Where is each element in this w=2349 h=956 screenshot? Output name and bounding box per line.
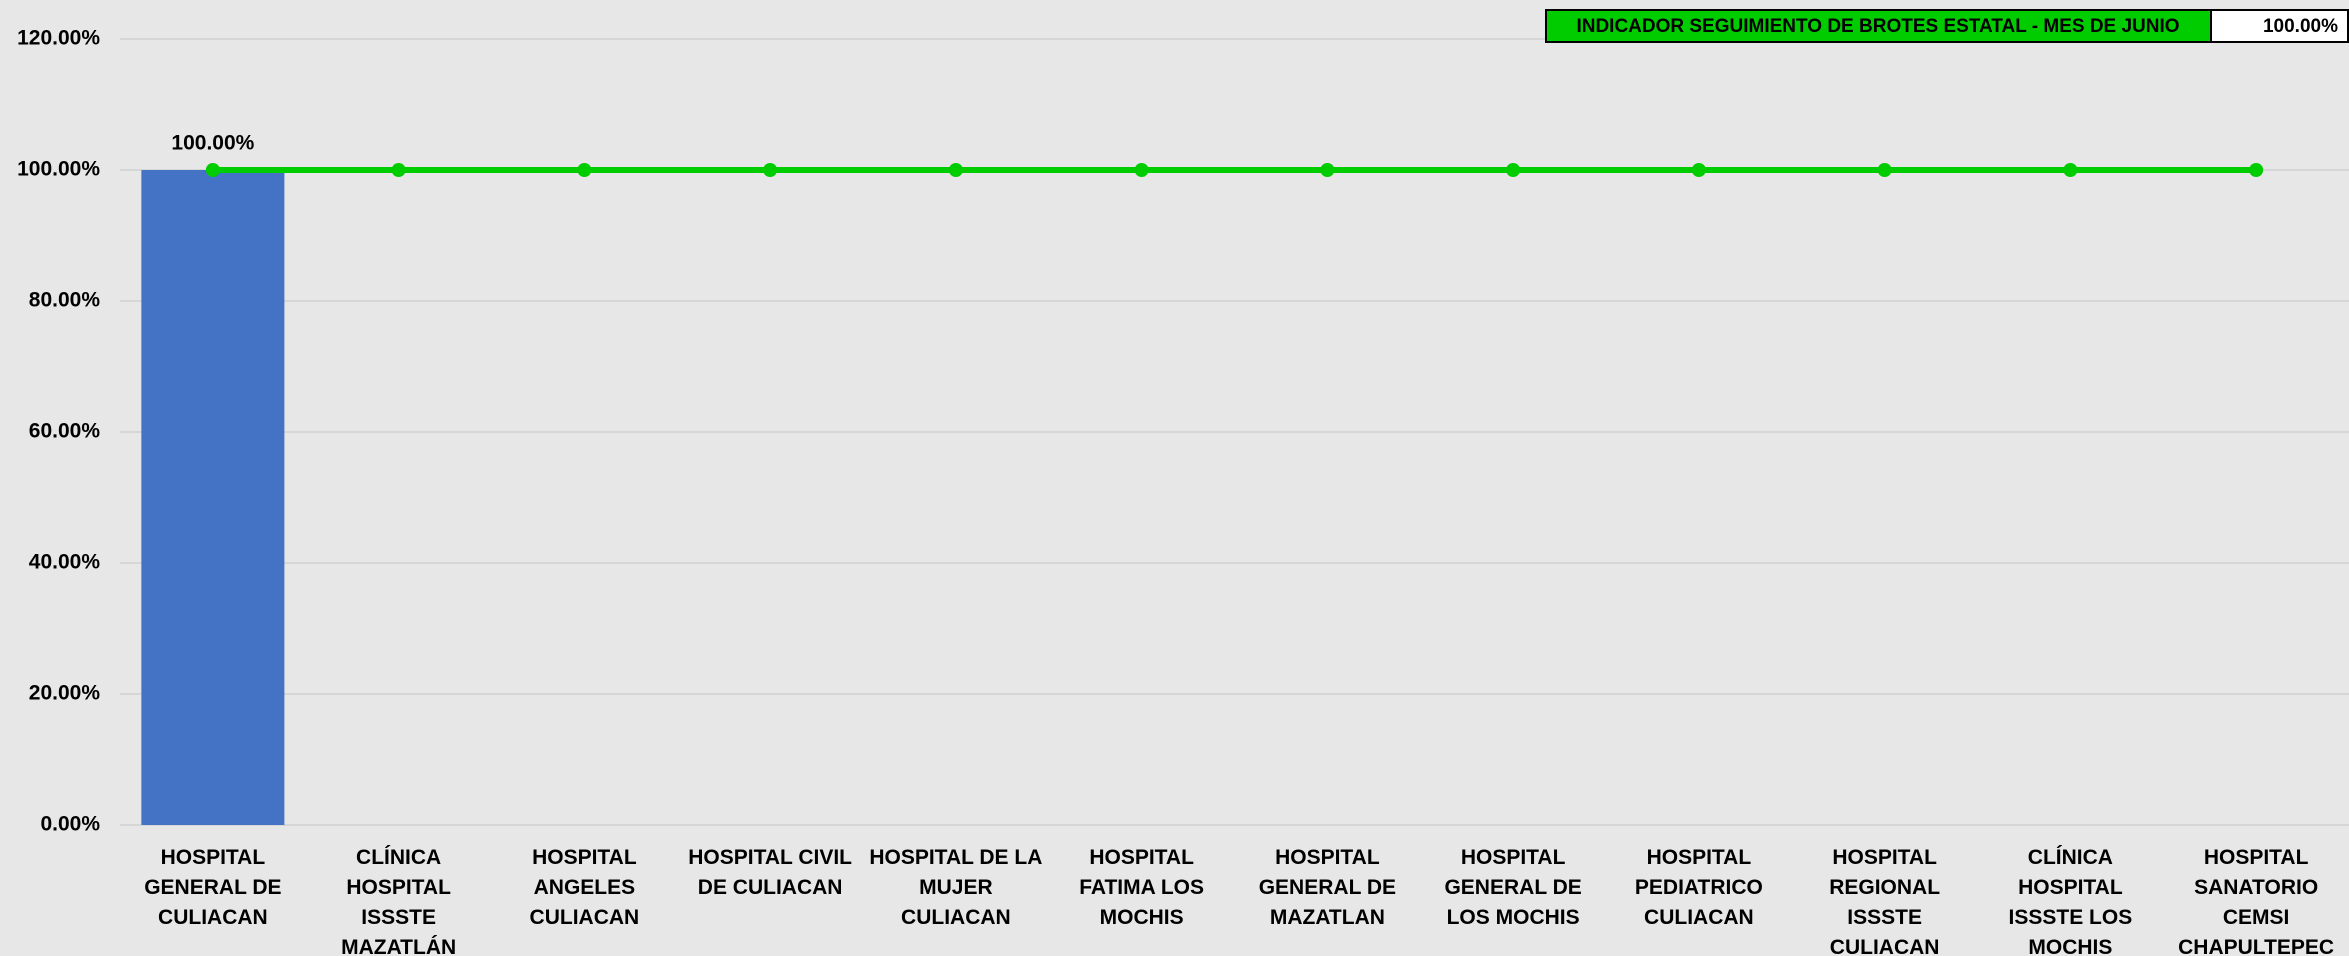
line-marker — [1134, 163, 1149, 177]
x-tick-label: CLÍNICA HOSPITAL ISSSTE LOS MOCHIS — [2008, 846, 2133, 956]
x-tick-label: HOSPITAL PEDIATRICO CULIACAN — [1634, 846, 1763, 929]
y-tick-label: 80.00% — [29, 289, 101, 312]
x-tick-label: HOSPITAL DE LA MUJER CULIACAN — [869, 846, 1043, 929]
x-tick-label: HOSPITAL ANGELES CULIACAN — [529, 846, 640, 929]
line-marker — [1691, 163, 1706, 177]
y-tick-label: 20.00% — [29, 682, 101, 705]
legend-label: INDICADOR SEGUIMIENTO DE BROTES ESTATAL … — [1576, 16, 2179, 37]
legend-value: 100.00% — [2263, 16, 2338, 37]
line-marker — [205, 163, 220, 177]
y-tick-label: 0.00% — [40, 813, 100, 836]
y-tick-label: 40.00% — [29, 551, 101, 574]
legend-box — [1545, 9, 2212, 43]
bar — [141, 170, 285, 825]
data-label: 100.00% — [171, 132, 254, 155]
line-marker — [1320, 163, 1335, 177]
y-tick-label: 100.00% — [17, 158, 100, 181]
line-marker — [2063, 163, 2078, 177]
x-tick-label: HOSPITAL CIVIL DE CULIACAN — [688, 846, 852, 899]
line-marker — [1877, 163, 1892, 177]
line-marker — [2249, 163, 2264, 177]
x-tick-label: CLÍNICA HOSPITAL ISSSTE MAZATLÁN — [341, 846, 457, 956]
x-tick-label: HOSPITAL FATIMA LOS MOCHIS — [1079, 846, 1205, 929]
x-tick-label: HOSPITAL GENERAL DE MAZATLAN — [1258, 846, 1397, 929]
y-tick-label: 60.00% — [29, 420, 101, 443]
line-marker — [391, 163, 406, 177]
x-tick-label: HOSPITAL GENERAL DE LOS MOCHIS — [1444, 846, 1582, 929]
line-marker — [577, 163, 592, 177]
line-marker — [1506, 163, 1521, 177]
x-tick-label: HOSPITAL GENERAL DE CULIACAN — [144, 846, 282, 929]
line-marker — [763, 163, 778, 177]
y-tick-label: 120.00% — [17, 27, 100, 50]
x-tick-label: HOSPITAL REGIONAL ISSSTE CULIACAN — [1829, 846, 1941, 956]
x-tick-label: HOSPITAL SANATORIO CEMSI CHAPULTEPEC — [2178, 846, 2335, 956]
legend-value-box — [2210, 9, 2349, 43]
line-marker — [948, 163, 963, 177]
